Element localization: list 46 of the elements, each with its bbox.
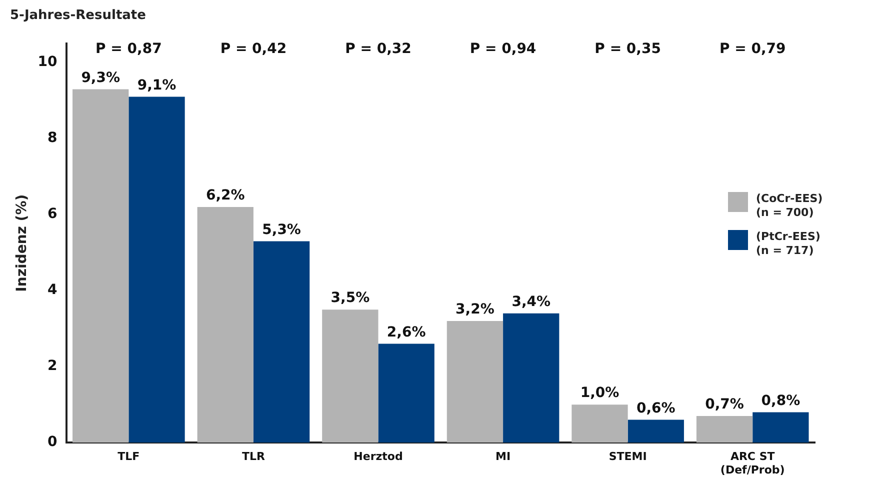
annotation: P = 0,42 [220, 41, 287, 58]
bar [572, 404, 628, 443]
data-label: 0,7% [705, 396, 744, 413]
bar [322, 310, 378, 443]
data-label: 3,2% [456, 302, 494, 318]
bar [446, 321, 504, 443]
data-label: 9,1% [137, 77, 176, 94]
y-tick-label: 4 [48, 282, 58, 298]
bar [128, 96, 185, 443]
data-label: 5,3% [262, 222, 301, 238]
annotation: P = 0,94 [470, 41, 536, 58]
x-tick-label: TLF [118, 450, 140, 464]
legend-label: (CoCr-EES) (n = 700) [756, 192, 823, 220]
data-label: 9,3% [81, 70, 120, 86]
annotation: P = 0,32 [345, 41, 412, 58]
data-label: 3,5% [330, 290, 370, 306]
y-tick-label: 2 [48, 358, 58, 374]
y-tick-label: 0 [48, 434, 58, 450]
bar [197, 207, 254, 443]
y-tick-label: 8 [48, 130, 58, 146]
data-label: 0,8% [761, 392, 800, 409]
x-tick-label: STEMI [608, 450, 647, 464]
bar [253, 241, 310, 443]
x-tick-label: Herztod [354, 450, 403, 464]
data-label: 0,6% [636, 400, 676, 416]
x-tick-label: TLR [242, 450, 266, 464]
bar [696, 416, 753, 443]
x-tick-label: MI [496, 450, 511, 464]
y-axis-title: Inzidenz (%) [14, 194, 30, 292]
legend-label: (PtCr-EES) (n = 717) [756, 230, 820, 258]
chart-title: 5-Jahres-Resultate [10, 8, 146, 24]
data-label: 3,4% [512, 294, 551, 310]
x-tick-label: ARC ST (Def/Prob) [720, 450, 785, 476]
y-tick-label: 6 [48, 206, 58, 222]
annotation: P = 0,79 [719, 41, 786, 58]
bar [503, 313, 560, 443]
bar [752, 412, 809, 443]
annotation: P = 0,87 [96, 41, 162, 58]
data-label: 1,0% [580, 385, 620, 402]
bar [72, 89, 129, 443]
data-label: 6,2% [206, 188, 245, 204]
y-tick-label: 10 [38, 54, 58, 70]
annotation: P = 0,35 [594, 41, 661, 58]
bar [628, 420, 684, 443]
bar [378, 344, 434, 443]
data-label: 2,6% [386, 324, 426, 340]
